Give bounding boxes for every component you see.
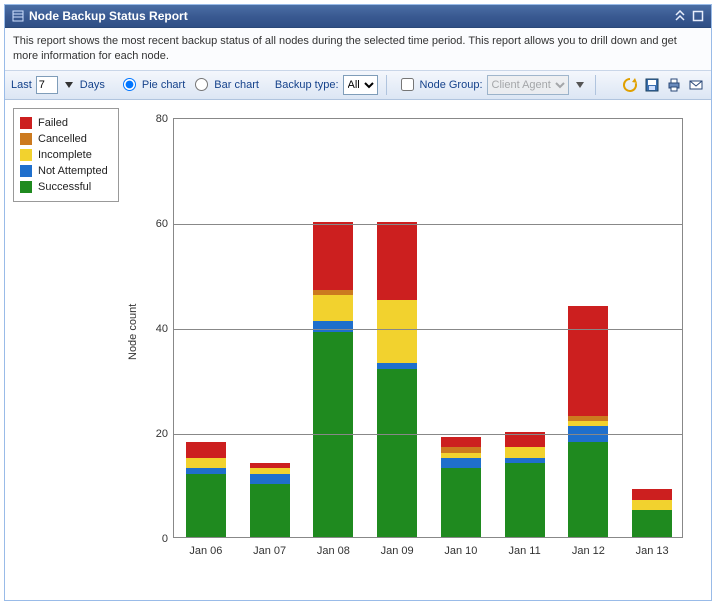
- titlebar: Node Backup Status Report: [5, 5, 711, 28]
- x-tick-label: Jan 09: [381, 545, 414, 557]
- backup-type-label: Backup type:: [275, 79, 339, 91]
- legend-item-not_attempted: Not Attempted: [20, 163, 108, 179]
- report-panel: Node Backup Status Report This report sh…: [4, 4, 712, 601]
- last-days-input[interactable]: [36, 76, 58, 94]
- bar-segment-incomplete: [377, 300, 417, 363]
- bar-segment-incomplete: [313, 295, 353, 321]
- legend-swatch: [20, 133, 32, 145]
- bar-segment-cancelled: [313, 290, 353, 295]
- legend-label: Not Attempted: [38, 165, 108, 177]
- last-label: Last: [11, 79, 32, 91]
- bar-segment-successful: [632, 510, 672, 536]
- bar-segment-failed: [377, 222, 417, 301]
- bar-segment-not_attempted: [377, 363, 417, 368]
- bar-segment-incomplete: [632, 500, 672, 511]
- y-tick-label: 40: [138, 323, 168, 335]
- chart-plot: Jan 06Jan 07Jan 08Jan 09Jan 10Jan 11Jan …: [173, 118, 683, 538]
- legend-swatch: [20, 117, 32, 129]
- bar-segment-not_attempted: [250, 474, 290, 485]
- pie-chart-label[interactable]: Pie chart: [142, 79, 185, 91]
- legend-swatch: [20, 149, 32, 161]
- refresh-icon[interactable]: [621, 76, 639, 94]
- bar-segment-successful: [441, 468, 481, 536]
- x-tick-label: Jan 10: [444, 545, 477, 557]
- legend-label: Cancelled: [38, 133, 87, 145]
- node-group-checkbox[interactable]: [401, 78, 414, 91]
- pie-chart-radio[interactable]: [123, 78, 136, 91]
- x-tick-label: Jan 12: [572, 545, 605, 557]
- legend-item-failed: Failed: [20, 115, 108, 131]
- bar-segment-successful: [186, 474, 226, 537]
- bar-segment-incomplete: [441, 453, 481, 458]
- legend-label: Incomplete: [38, 149, 92, 161]
- toolbar-separator: [386, 75, 387, 95]
- node-group-more-icon[interactable]: [573, 76, 587, 94]
- x-tick-label: Jan 11: [509, 545, 541, 557]
- bar-segment-failed: [632, 489, 672, 500]
- panel-title: Node Backup Status Report: [29, 9, 188, 23]
- bar-segment-incomplete: [568, 421, 608, 426]
- print-icon[interactable]: [665, 76, 683, 94]
- y-tick-label: 80: [138, 113, 168, 125]
- y-tick-label: 60: [138, 218, 168, 230]
- y-tick-label: 0: [138, 533, 168, 545]
- chart-legend: Failed Cancelled Incomplete Not Attempted Su…: [13, 108, 119, 202]
- report-icon: [11, 9, 25, 23]
- collapse-icon[interactable]: [673, 9, 687, 23]
- bar-segment-failed: [186, 442, 226, 458]
- x-tick-label: Jan 08: [317, 545, 350, 557]
- bar-segment-cancelled: [568, 416, 608, 421]
- bar-segment-successful: [377, 369, 417, 537]
- legend-label: Successful: [38, 181, 91, 193]
- legend-item-successful: Successful: [20, 179, 108, 195]
- bar-segment-incomplete: [250, 468, 290, 473]
- last-days-dropdown-icon[interactable]: [62, 76, 76, 94]
- legend-swatch: [20, 181, 32, 193]
- x-tick-label: Jan 13: [636, 545, 669, 557]
- bar-segment-failed: [313, 222, 353, 290]
- bar-segment-not_attempted: [313, 321, 353, 332]
- legend-item-cancelled: Cancelled: [20, 131, 108, 147]
- save-icon[interactable]: [643, 76, 661, 94]
- email-icon[interactable]: [687, 76, 705, 94]
- bar-chart-label[interactable]: Bar chart: [214, 79, 259, 91]
- legend-item-incomplete: Incomplete: [20, 147, 108, 163]
- bar-segment-incomplete: [186, 458, 226, 469]
- bar-segment-not_attempted: [505, 458, 545, 463]
- bar-chart-radio[interactable]: [195, 78, 208, 91]
- bar-segment-incomplete: [505, 447, 545, 458]
- legend-label: Failed: [38, 117, 68, 129]
- gridline: [174, 224, 682, 225]
- legend-swatch: [20, 165, 32, 177]
- x-tick-label: Jan 06: [189, 545, 222, 557]
- bar-segment-cancelled: [441, 447, 481, 452]
- panel-description: This report shows the most recent backup…: [5, 28, 711, 71]
- gridline: [174, 329, 682, 330]
- node-group-label[interactable]: Node Group:: [420, 79, 483, 91]
- bar-segment-failed: [568, 306, 608, 416]
- chart-bars: Jan 06Jan 07Jan 08Jan 09Jan 10Jan 11Jan …: [174, 119, 682, 537]
- bar-segment-successful: [568, 442, 608, 537]
- bar-segment-not_attempted: [441, 458, 481, 469]
- bar-segment-failed: [250, 463, 290, 468]
- y-tick-label: 20: [138, 428, 168, 440]
- backup-type-select[interactable]: All: [343, 75, 378, 95]
- bar-segment-not_attempted: [186, 468, 226, 473]
- chart-area: Failed Cancelled Incomplete Not Attempted Su…: [5, 100, 711, 600]
- bar-segment-successful: [250, 484, 290, 537]
- gridline: [174, 434, 682, 435]
- toolbar: Last Days Pie chart Bar chart Backup typ…: [5, 71, 711, 100]
- bar-segment-failed: [441, 437, 481, 448]
- toolbar-separator: [595, 75, 596, 95]
- bar-segment-successful: [505, 463, 545, 537]
- x-tick-label: Jan 07: [253, 545, 286, 557]
- node-group-select: Client Agent: [487, 75, 569, 95]
- days-label: Days: [80, 79, 105, 91]
- maximize-icon[interactable]: [691, 9, 705, 23]
